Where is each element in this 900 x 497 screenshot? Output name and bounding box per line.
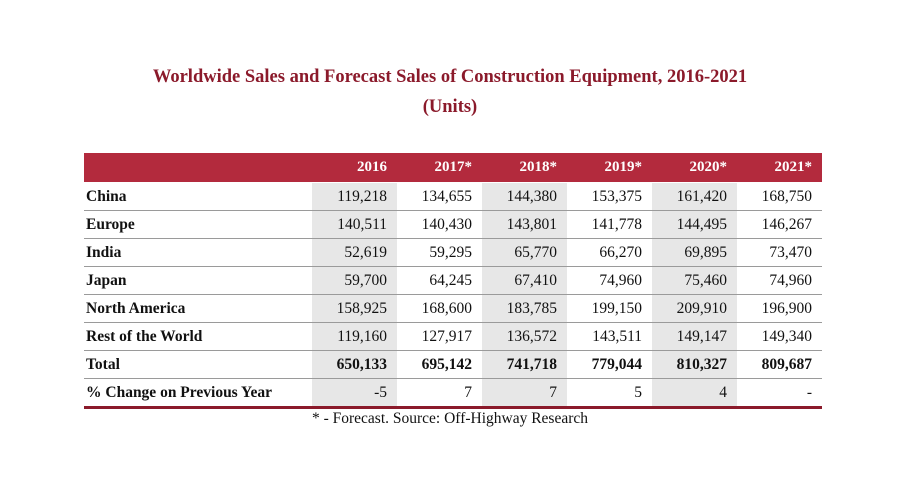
- table-cell: 119,218: [312, 182, 397, 211]
- table-cell: 74,960: [737, 266, 822, 295]
- sales-table: 2016 2017* 2018* 2019* 2020* 2021* China…: [84, 153, 822, 409]
- header-cell-2018: 2018*: [482, 153, 567, 183]
- table-cell: 65,770: [482, 238, 567, 267]
- table-cell: 741,718: [482, 350, 567, 379]
- table-row: India 52,619 59,295 65,770 66,270 69,895 73,47…: [84, 238, 822, 267]
- table-cell: 149,147: [652, 322, 737, 351]
- table-cell: 52,619: [312, 238, 397, 267]
- table-cell: 64,245: [397, 266, 482, 295]
- title-line-2: (Units): [422, 97, 478, 117]
- table-cell: 144,495: [652, 210, 737, 239]
- table-cell: 149,340: [737, 322, 822, 351]
- table-cell: 74,960: [567, 266, 652, 295]
- table-cell: 7: [482, 378, 567, 409]
- table-cell: 196,900: [737, 294, 822, 323]
- table-row: North America 158,925 168,600 183,785 199,15…: [84, 294, 822, 323]
- table-cell: 140,511: [312, 210, 397, 239]
- header-cell-2019: 2019*: [567, 153, 652, 183]
- table-cell: 158,925: [312, 294, 397, 323]
- table-title: Worldwide Sales and Forecast Sales of Co…: [0, 62, 900, 122]
- table-cell: 73,470: [737, 238, 822, 267]
- table-cell: 59,700: [312, 266, 397, 295]
- table-row: Japan 59,700 64,245 67,410 74,960 75,460 74,96…: [84, 266, 822, 295]
- table-cell: 168,750: [737, 182, 822, 211]
- table-cell: 141,778: [567, 210, 652, 239]
- header-row: 2016 2017* 2018* 2019* 2020* 2021*: [84, 153, 822, 183]
- row-label: India: [84, 238, 312, 267]
- table-cell: -: [737, 378, 822, 409]
- table-cell: 199,150: [567, 294, 652, 323]
- table-row: % Change on Previous Year -5 7 7 5 4-: [84, 378, 822, 409]
- title-line-1: Worldwide Sales and Forecast Sales of Co…: [152, 67, 748, 87]
- table-cell: 119,160: [312, 322, 397, 351]
- table-cell: 7: [397, 378, 482, 409]
- header-cell-2020: 2020*: [652, 153, 737, 183]
- header-cell-label: [84, 153, 312, 183]
- table-cell: 209,910: [652, 294, 737, 323]
- header-cell-2016: 2016: [312, 153, 397, 183]
- footnote: * - Forecast. Source: Off-Highway Resear…: [311, 410, 589, 427]
- table-cell: 67,410: [482, 266, 567, 295]
- row-label: Rest of the World: [84, 322, 312, 351]
- row-label: North America: [84, 294, 312, 323]
- table-row: China 119,218 134,655 144,380 153,375 161,420…: [84, 182, 822, 211]
- row-label: Total: [84, 350, 312, 379]
- table-cell: 144,380: [482, 182, 567, 211]
- row-label: China: [84, 182, 312, 211]
- table-cell: 69,895: [652, 238, 737, 267]
- table-cell: 161,420: [652, 182, 737, 211]
- table-cell: 809,687: [737, 350, 822, 379]
- header-cell-2017: 2017*: [397, 153, 482, 183]
- table-cell: 168,600: [397, 294, 482, 323]
- table-cell: 5: [567, 378, 652, 409]
- table-cell: 4: [652, 378, 737, 409]
- table-cell: -5: [312, 378, 397, 409]
- table-cell: 153,375: [567, 182, 652, 211]
- table-cell: 146,267: [737, 210, 822, 239]
- table-cell: 127,917: [397, 322, 482, 351]
- table-cell: 136,572: [482, 322, 567, 351]
- table-cell: 59,295: [397, 238, 482, 267]
- table-cell: 143,511: [567, 322, 652, 351]
- table-row: Rest of the World 119,160 127,917 136,572 14…: [84, 322, 822, 351]
- table-cell: 66,270: [567, 238, 652, 267]
- row-label: Europe: [84, 210, 312, 239]
- row-label: Japan: [84, 266, 312, 295]
- table-cell: 695,142: [397, 350, 482, 379]
- table-cell: 143,801: [482, 210, 567, 239]
- table-row: Total 650,133 695,142 741,718 779,044 810,327…: [84, 350, 822, 379]
- table-row: Europe 140,511 140,430 143,801 141,778 144,49…: [84, 210, 822, 239]
- table-cell: 75,460: [652, 266, 737, 295]
- table-cell: 140,430: [397, 210, 482, 239]
- table-cell: 183,785: [482, 294, 567, 323]
- row-label: % Change on Previous Year: [84, 378, 312, 409]
- header-cell-2021: 2021*: [737, 153, 822, 183]
- table-cell: 810,327: [652, 350, 737, 379]
- table-cell: 779,044: [567, 350, 652, 379]
- table-cell: 650,133: [312, 350, 397, 379]
- table-cell: 134,655: [397, 182, 482, 211]
